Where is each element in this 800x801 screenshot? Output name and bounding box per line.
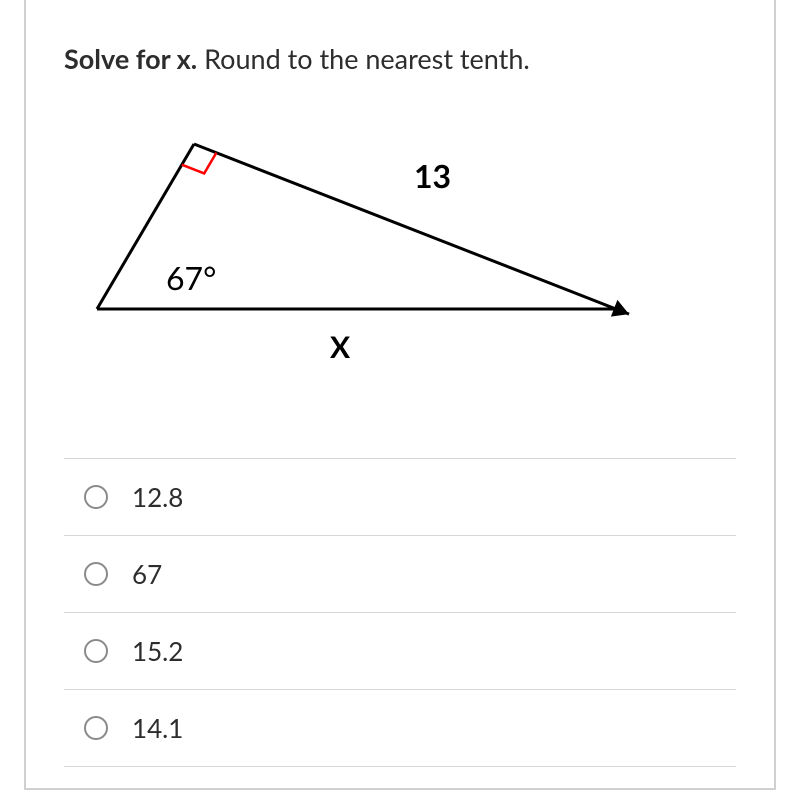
- option-label: 67: [132, 558, 162, 590]
- option-row[interactable]: 14.1: [64, 689, 736, 767]
- answer-options: 12.8 67 15.2 14.1: [64, 458, 736, 767]
- question-card: Solve for x. Round to the nearest tenth.…: [24, 0, 776, 790]
- option-row[interactable]: 67: [64, 535, 736, 612]
- option-label: 12.8: [132, 481, 183, 513]
- triangle-svg: 67° 13 X: [74, 114, 644, 374]
- option-label: 14.1: [132, 712, 183, 744]
- radio-icon[interactable]: [84, 562, 108, 586]
- radio-icon[interactable]: [84, 716, 108, 740]
- prompt-rest: Round to the nearest tenth.: [197, 42, 530, 75]
- question-prompt: Solve for x. Round to the nearest tenth.: [64, 40, 736, 78]
- svg-text:13: 13: [414, 156, 451, 195]
- svg-text:X: X: [330, 329, 351, 365]
- radio-icon[interactable]: [84, 485, 108, 509]
- prompt-bold: Solve for x.: [64, 42, 197, 75]
- option-row[interactable]: 15.2: [64, 612, 736, 689]
- svg-text:67°: 67°: [166, 258, 216, 297]
- option-label: 15.2: [132, 635, 183, 667]
- triangle-diagram: 67° 13 X: [74, 114, 736, 378]
- radio-icon[interactable]: [84, 639, 108, 663]
- option-row[interactable]: 12.8: [64, 458, 736, 535]
